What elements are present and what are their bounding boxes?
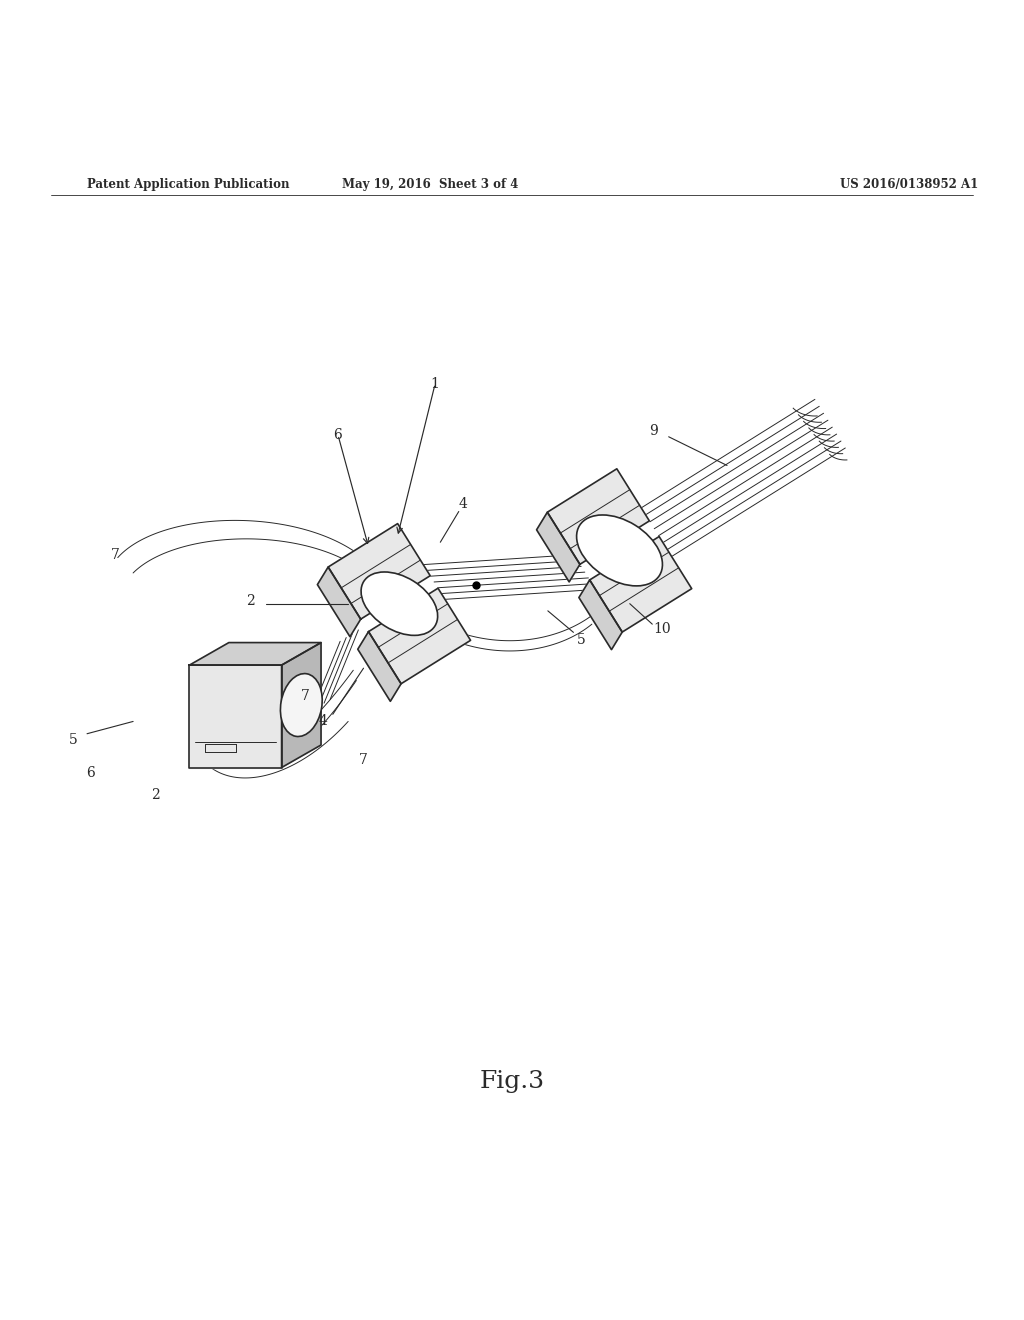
Text: Fig.3: Fig.3 xyxy=(479,1071,545,1093)
Text: 7: 7 xyxy=(359,754,368,767)
Text: 9: 9 xyxy=(649,424,657,438)
Polygon shape xyxy=(282,643,322,767)
Text: 6: 6 xyxy=(334,428,342,442)
Polygon shape xyxy=(590,536,691,632)
Text: 4: 4 xyxy=(459,498,467,511)
Text: 7: 7 xyxy=(112,548,120,561)
Text: 2: 2 xyxy=(152,788,160,803)
Text: 2: 2 xyxy=(247,594,255,607)
Ellipse shape xyxy=(361,572,437,635)
Ellipse shape xyxy=(281,673,323,737)
Text: 5: 5 xyxy=(578,632,586,647)
Polygon shape xyxy=(369,589,471,684)
Text: 5: 5 xyxy=(70,733,78,747)
Text: May 19, 2016  Sheet 3 of 4: May 19, 2016 Sheet 3 of 4 xyxy=(342,178,518,191)
Polygon shape xyxy=(537,512,580,582)
Polygon shape xyxy=(317,568,360,636)
Text: 1: 1 xyxy=(431,376,439,391)
Polygon shape xyxy=(579,579,623,649)
Polygon shape xyxy=(548,469,649,565)
Text: Patent Application Publication: Patent Application Publication xyxy=(87,178,290,191)
Polygon shape xyxy=(357,632,401,701)
Text: US 2016/0138952 A1: US 2016/0138952 A1 xyxy=(840,178,978,191)
Polygon shape xyxy=(189,643,322,665)
Text: 10: 10 xyxy=(653,622,672,636)
Text: 7: 7 xyxy=(301,689,309,702)
Text: 6: 6 xyxy=(86,766,94,780)
Text: 4: 4 xyxy=(318,714,327,729)
Ellipse shape xyxy=(577,515,663,586)
Polygon shape xyxy=(328,524,430,619)
Polygon shape xyxy=(189,665,282,767)
